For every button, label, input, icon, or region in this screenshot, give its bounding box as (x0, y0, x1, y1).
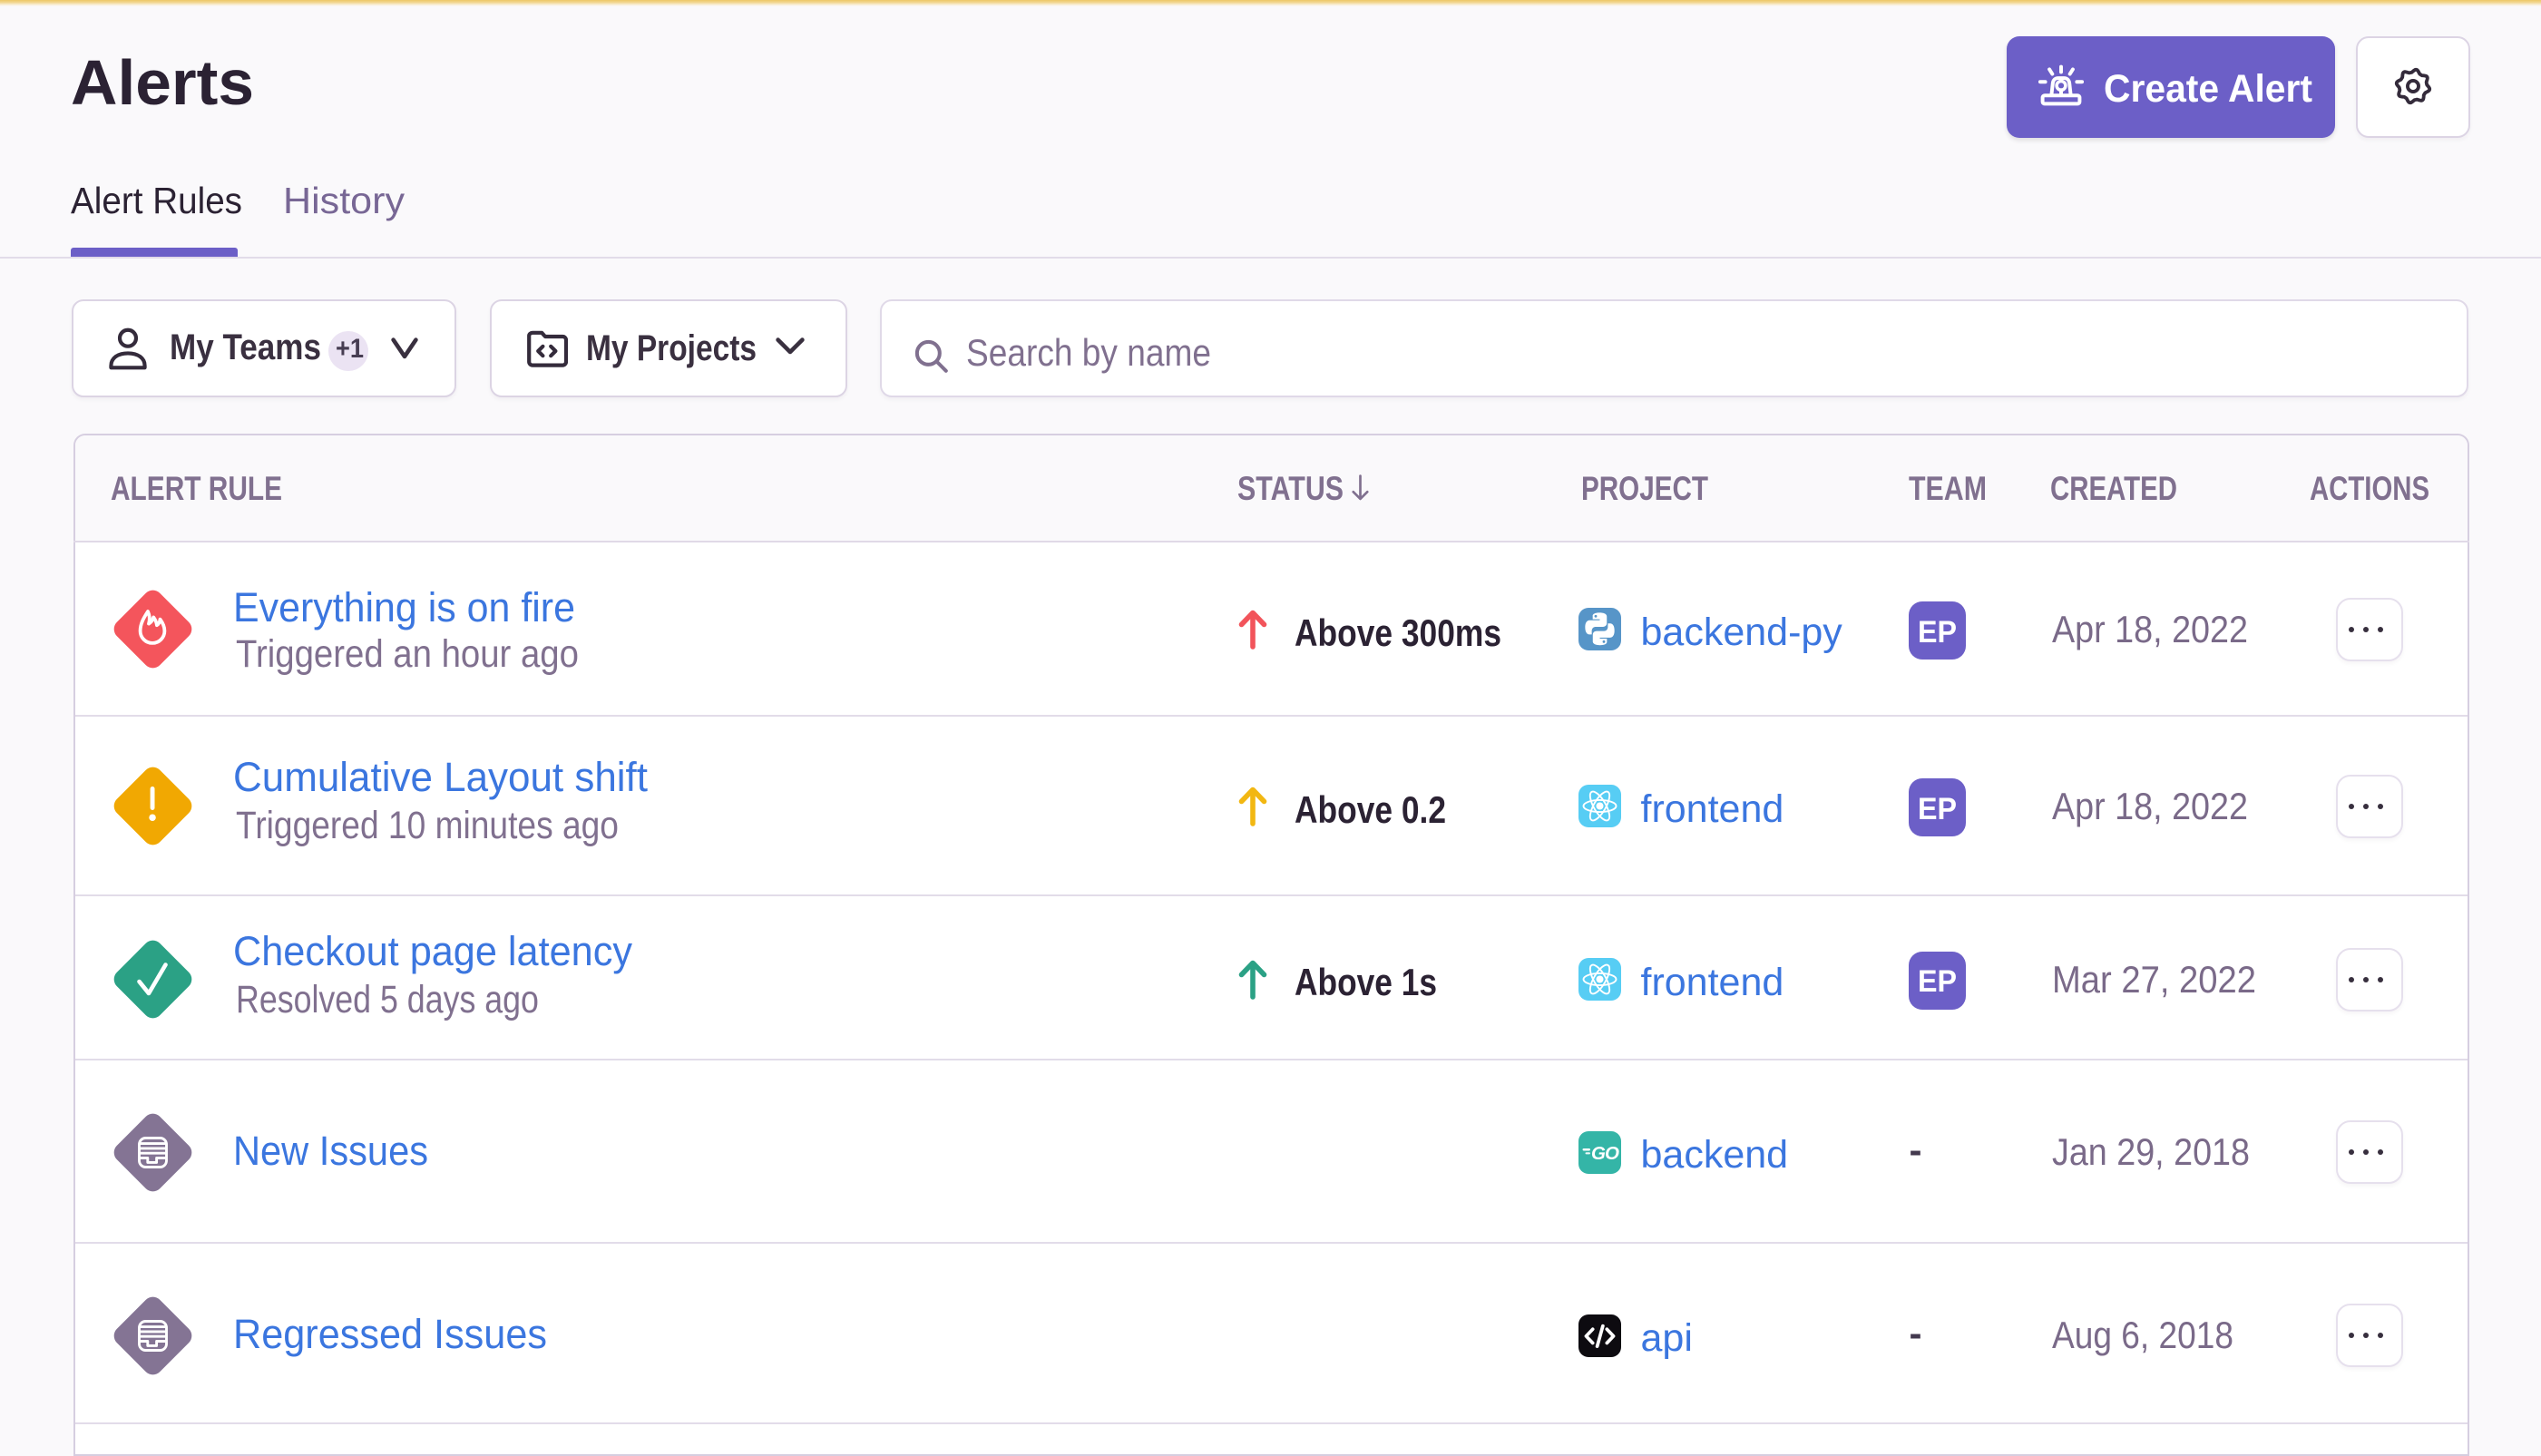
svg-text:GO: GO (1591, 1143, 1619, 1164)
